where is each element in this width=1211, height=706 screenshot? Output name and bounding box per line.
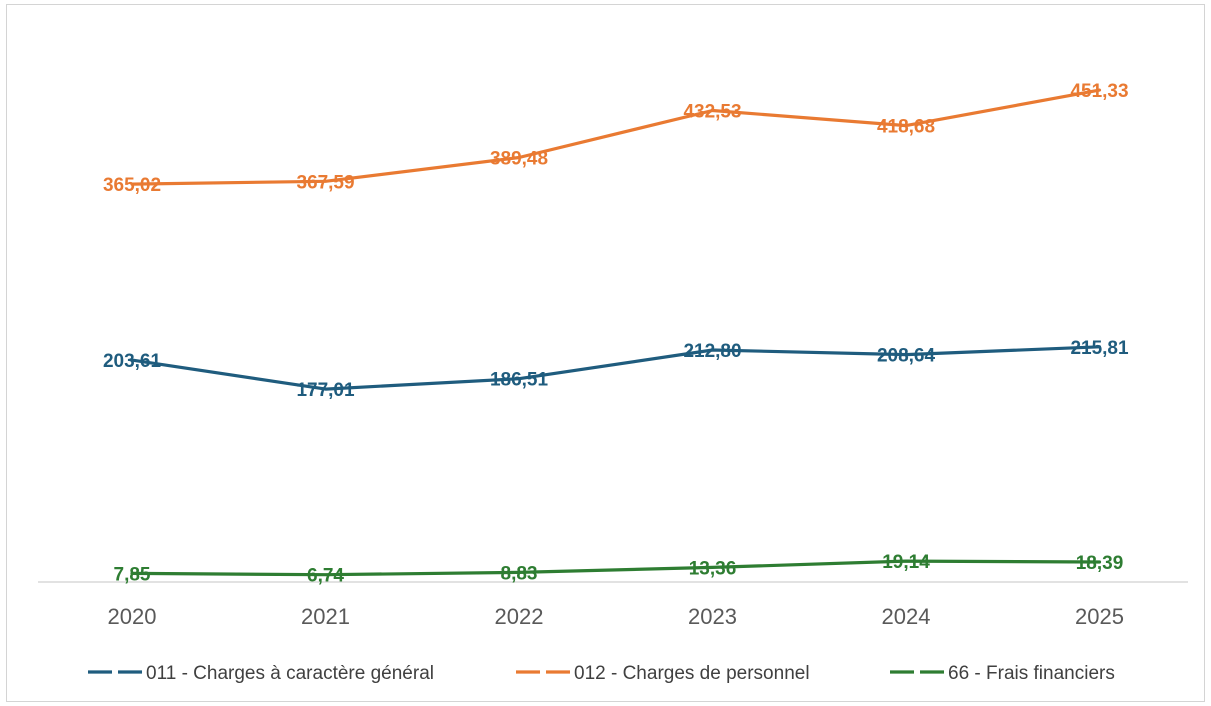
data-label: 212,80 [683, 341, 741, 362]
x-tick-layer: 2020 2021 2022 2023 2024 2025 [108, 604, 1124, 629]
data-label: 8,83 [501, 563, 538, 584]
data-label: 367,59 [296, 172, 354, 193]
data-label: 6,74 [307, 566, 344, 587]
data-label: 432,53 [683, 102, 741, 123]
data-label: 19,14 [882, 552, 930, 573]
legend-label-1: 012 - Charges de personnel [574, 663, 810, 684]
series-line-1 [130, 88, 1102, 186]
legend: 011 - Charges à caractère général 012 - C… [88, 663, 1115, 684]
data-label: 389,48 [490, 148, 548, 169]
data-label-layer: 203,61 177,01 186,51 212,80 208,64 215,81 365,… [103, 81, 1129, 587]
data-label: 365,02 [103, 175, 161, 196]
data-label: 177,01 [296, 380, 355, 401]
series-line-2 [130, 559, 1102, 577]
x-tick-label: 2024 [882, 604, 931, 629]
data-label: 418,68 [877, 117, 935, 138]
series-line-0 [130, 345, 1102, 391]
x-tick-label: 2023 [688, 604, 737, 629]
data-label: 18,39 [1076, 553, 1124, 574]
data-label: 203,61 [103, 351, 162, 372]
data-label: 208,64 [877, 346, 936, 367]
data-label: 7,85 [114, 564, 151, 585]
data-label: 215,81 [1070, 338, 1129, 359]
x-tick-label: 2021 [301, 604, 350, 629]
x-tick-label: 2020 [108, 604, 157, 629]
data-label: 186,51 [490, 370, 549, 391]
chart-frame [6, 4, 1205, 702]
series-layer [130, 88, 1102, 577]
legend-label-2: 66 - Frais financiers [948, 663, 1115, 684]
data-label: 451,33 [1070, 81, 1128, 102]
x-tick-label: 2025 [1075, 604, 1124, 629]
legend-label-0: 011 - Charges à caractère général [146, 663, 434, 684]
data-label: 13,36 [689, 558, 737, 579]
x-tick-label: 2022 [495, 604, 544, 629]
